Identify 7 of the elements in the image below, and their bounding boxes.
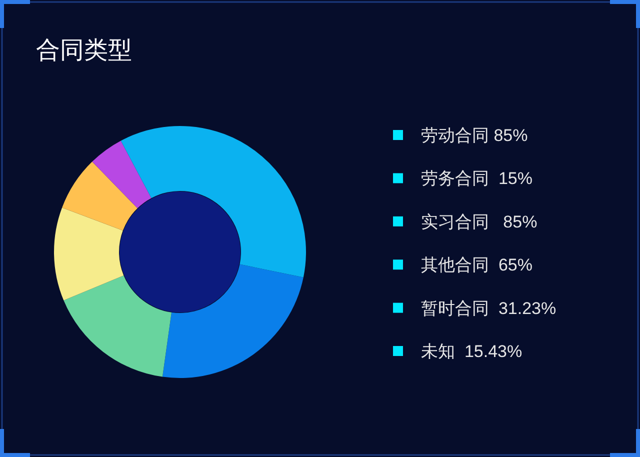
text: 劳动合同 85%: [421, 126, 528, 145]
text: 劳务合同 15%: [421, 169, 532, 188]
chart-title: 合同类型: [36, 37, 132, 64]
text: 实习合同 85%: [421, 212, 538, 232]
text: 未知 15.43%: [421, 342, 522, 361]
text: 其他合同 65%: [421, 256, 532, 275]
text: 暂时合同 31.23%: [421, 298, 556, 318]
